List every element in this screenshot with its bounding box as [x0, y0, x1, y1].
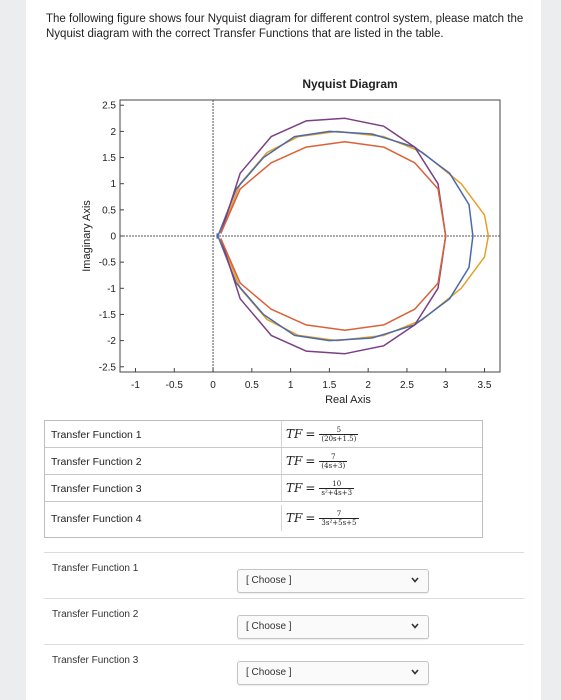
tf-label: Transfer Function 1	[51, 429, 142, 441]
tf-fraction: 7 (4s+3)	[319, 452, 348, 470]
question-text: The following figure shows four Nyquist …	[46, 13, 524, 40]
equals-sign: =	[305, 427, 316, 441]
y-tick-label: -2.5	[99, 362, 117, 373]
chevron-down-icon	[411, 669, 419, 675]
tf-fraction: 7 3s²+5s+5	[319, 509, 359, 527]
select-value: [ Choose ]	[246, 667, 292, 678]
cell-divider	[281, 505, 282, 531]
tf-lhs: TF	[286, 481, 303, 495]
tf-label: Transfer Function 4	[51, 513, 142, 525]
equals-sign: =	[305, 481, 316, 495]
x-tick-label: 3	[443, 380, 449, 391]
table-row: Transfer Function 1 TF = 5 (20s+1.5)	[45, 421, 482, 448]
cell-divider	[281, 475, 282, 501]
x-tick-label: -0.5	[166, 380, 184, 391]
y-tick-label: -0.5	[99, 258, 117, 269]
tf-formula: TF = 7 3s²+5s+5	[286, 505, 359, 531]
nyquist-chart: -1 -0.5 0 0.5 1 1.5 2 2.5 3 3.5 2.5 2 1.5 1 0.5 0 -0.5 -1…	[81, 77, 501, 406]
tf-lhs: TF	[286, 454, 303, 468]
tf-lhs: TF	[286, 511, 303, 525]
chart-title: Nyquist Diagram	[302, 77, 397, 91]
table-row: Transfer Function 4 TF = 7 3s²+5s+5	[45, 505, 482, 531]
y-tick-label: 2	[110, 127, 116, 138]
y-axis-label: Imaginary Axis	[81, 200, 93, 272]
tf-formula: TF = 10 s²+4s+3	[286, 475, 355, 501]
y-tick-label: -1.5	[99, 310, 117, 321]
x-tick-label: 0	[210, 380, 216, 391]
select-value: [ Choose ]	[246, 621, 292, 632]
tf-label: Transfer Function 3	[51, 483, 142, 495]
match-row-3: Transfer Function 3 [ Choose ]	[44, 644, 524, 691]
tf-lhs: TF	[286, 427, 303, 441]
y-tick-label: 1	[110, 179, 116, 190]
tf-denominator: s²+4s+3	[319, 487, 355, 497]
tf-formula: TF = 7 (4s+3)	[286, 448, 348, 474]
tf-numerator: 5	[336, 425, 342, 434]
match-row-1: Transfer Function 1 [ Choose ]	[44, 552, 524, 599]
match-label: Transfer Function 1	[52, 563, 139, 574]
tf-denominator: 3s²+5s+5	[319, 517, 359, 527]
match-label: Transfer Function 2	[52, 609, 139, 620]
x-tick-label: 1.5	[322, 380, 336, 391]
answer-select-2[interactable]: [ Choose ]	[237, 615, 429, 639]
tf-denominator: (20s+1.5)	[319, 433, 359, 443]
x-tick-label: 2.5	[400, 380, 414, 391]
equals-sign: =	[305, 454, 316, 468]
tf-fraction: 10 s²+4s+3	[319, 479, 355, 497]
y-tick-label: 0.5	[102, 205, 116, 216]
tf-formula: TF = 5 (20s+1.5)	[286, 421, 359, 447]
y-tick-label: 2.5	[102, 101, 116, 112]
tf-fraction: 5 (20s+1.5)	[319, 425, 359, 443]
tf-denominator: (4s+3)	[319, 460, 348, 470]
x-axis-label: Real Axis	[325, 394, 371, 406]
match-label: Transfer Function 3	[52, 655, 139, 666]
transfer-function-table: Transfer Function 1 TF = 5 (20s+1.5) Trans…	[44, 420, 483, 538]
table-row: Transfer Function 2 TF = 7 (4s+3)	[45, 448, 482, 475]
y-tick-label: -2	[107, 336, 116, 347]
chevron-down-icon	[411, 623, 419, 629]
equals-sign: =	[305, 511, 316, 525]
x-tick-label: 2	[365, 380, 371, 391]
y-tick-label: -1	[107, 284, 116, 295]
tf-label: Transfer Function 2	[51, 456, 142, 468]
chevron-down-icon	[411, 577, 419, 583]
cell-divider	[281, 421, 282, 447]
answer-select-3[interactable]: [ Choose ]	[237, 661, 429, 685]
y-tick-label: 0	[110, 232, 116, 243]
select-value: [ Choose ]	[246, 575, 292, 586]
x-tick-label: -1	[131, 380, 140, 391]
match-row-2: Transfer Function 2 [ Choose ]	[44, 598, 524, 645]
y-tick-label: 1.5	[102, 153, 116, 164]
cell-divider	[281, 448, 282, 474]
nyquist-curve	[216, 130, 474, 342]
x-tick-label: 0.5	[245, 380, 259, 391]
tf-numerator: 10	[332, 479, 342, 488]
x-tick-label: 1	[288, 380, 294, 391]
nyquist-curve	[220, 141, 447, 331]
tf-numerator: 7	[336, 509, 342, 518]
tf-numerator: 7	[331, 452, 336, 461]
x-tick-label: 3.5	[478, 380, 492, 391]
table-row: Transfer Function 3 TF = 10 s²+4s+3	[45, 475, 482, 502]
answer-select-1[interactable]: [ Choose ]	[237, 569, 429, 593]
